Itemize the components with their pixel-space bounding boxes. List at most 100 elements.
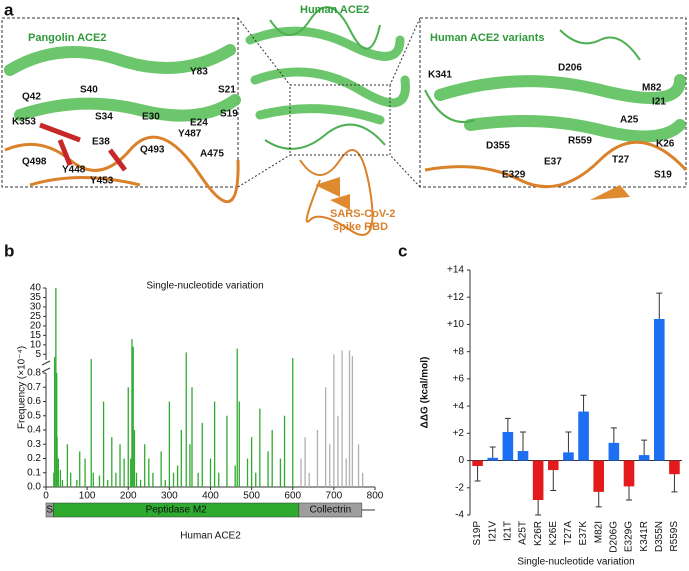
y-tick-label: -4 <box>455 510 464 521</box>
x-axis-label: Single-nucleotide variation <box>517 557 634 568</box>
error-bar <box>504 417 511 432</box>
x-tick-label: 400 <box>202 491 219 502</box>
error-bar <box>671 474 678 493</box>
x-tick-label: M82I <box>593 521 604 543</box>
residue-label: E30 <box>142 112 160 123</box>
bar <box>638 455 650 461</box>
y-tick-label: 10 <box>30 339 42 350</box>
residue-label: Y487 <box>178 129 202 140</box>
error-bar <box>580 394 587 412</box>
panel-title: SARS-CoV-2 <box>330 208 395 220</box>
y-tick-label: 0.5 <box>27 410 41 421</box>
residue-label: S34 <box>95 112 113 123</box>
panel-title: Pangolin ACE2 <box>28 32 106 44</box>
bar <box>653 319 665 461</box>
domain-label: Peptidase M2 <box>146 505 208 516</box>
x-tick-label: R559S <box>669 521 680 552</box>
x-tick-label: 300 <box>161 491 178 502</box>
residue-label: D206 <box>558 63 582 74</box>
x-tick-label: I21V <box>487 521 498 542</box>
y-tick-label: 0.8 <box>27 368 41 379</box>
y-tick-label: 35 <box>30 292 42 303</box>
panel-letter: c <box>398 241 407 260</box>
bar <box>578 411 589 461</box>
residue-label: K341 <box>428 70 452 81</box>
residue-label: S19 <box>220 109 238 120</box>
residue-label: R559 <box>568 136 592 147</box>
x-tick-label: 500 <box>243 491 260 502</box>
domain <box>298 502 363 518</box>
x-tick-label: E37K <box>578 521 589 546</box>
structure-left <box>1 17 241 204</box>
residue-label: Q493 <box>140 145 165 156</box>
residue-label: M82 <box>642 83 662 94</box>
x-tick-label: A25T <box>518 521 529 545</box>
y-tick-label: 0.2 <box>27 453 41 464</box>
y-tick-label: +2 <box>453 428 465 439</box>
y-tick-label: 0.6 <box>27 396 41 407</box>
y-tick-label: 25 <box>30 311 42 322</box>
residue-label: K26 <box>656 139 675 150</box>
error-bar <box>565 431 572 453</box>
structure-middle <box>237 6 421 236</box>
residue-label: A25 <box>620 115 639 126</box>
x-tick-label: D206G <box>608 521 619 553</box>
residue-label: D355 <box>486 141 510 152</box>
error-bar <box>595 491 602 508</box>
y-tick-label: 30 <box>30 302 42 313</box>
residue-label: E37 <box>544 157 562 168</box>
residue-label: S21 <box>218 85 236 96</box>
x-tick-label: 800 <box>367 491 384 502</box>
x-tick-label: I21T <box>502 521 513 541</box>
error-bar <box>626 486 632 501</box>
y-tick-label: 0.3 <box>27 439 41 450</box>
x-tick-label: T27A <box>563 521 574 545</box>
x-tick-label: K26E <box>548 521 559 546</box>
residue-label: A475 <box>200 149 224 160</box>
residue-label: Q498 <box>22 157 47 168</box>
y-tick-label: 40 <box>30 283 42 294</box>
panel-title: spike RBD <box>333 221 388 233</box>
error-bar <box>656 292 663 319</box>
y-tick-label: +8 <box>453 346 465 357</box>
y-tick-label: 5 <box>35 349 41 360</box>
error-bar <box>520 431 526 452</box>
x-tick-label: 200 <box>120 491 137 502</box>
y-axis-label: ΔΔG (kcal/mol) <box>420 357 431 429</box>
bar <box>532 460 544 501</box>
residue-label: E329 <box>502 170 526 181</box>
domain-label: S <box>46 505 53 516</box>
y-tick-label: +14 <box>447 265 464 276</box>
residue-label: T27 <box>612 155 630 166</box>
error-bar <box>535 500 542 516</box>
bar <box>502 431 514 461</box>
panel-letter: b <box>4 241 14 260</box>
error-bar <box>641 439 648 456</box>
x-tick-label: K26R <box>533 521 544 546</box>
y-tick-label: 0.0 <box>27 482 41 493</box>
error-bar <box>474 466 481 482</box>
residue-label: K353 <box>12 117 36 128</box>
y-tick-label: 20 <box>30 321 42 332</box>
y-tick-label: +4 <box>453 401 465 412</box>
bar <box>593 460 605 492</box>
bar <box>547 460 559 471</box>
chart-b: Single-nucleotide variation 0.0 0.1 0.2 0.3 0… <box>17 281 384 542</box>
domain-label: Collectrin <box>310 505 352 516</box>
residue-label: I21 <box>652 97 666 108</box>
chart-title: Single-nucleotide variation <box>146 281 263 292</box>
panel-title: Human ACE2 variants <box>430 32 545 44</box>
y-tick-label: 15 <box>30 330 42 341</box>
y-tick-label: -2 <box>455 482 464 493</box>
bar <box>623 460 635 487</box>
residue-label: E38 <box>92 137 110 148</box>
panel-letter: a <box>4 0 14 19</box>
bar <box>472 460 483 466</box>
x-tick-label: 100 <box>79 491 96 502</box>
chart-c: -4 -2 0 +2 +4 +6 +8 +10 +12 +14 S19P I21V I21T A25T K2… <box>420 265 682 568</box>
y-tick-label: +12 <box>447 292 464 303</box>
residue-label: Q42 <box>22 92 41 103</box>
panel-title: Human ACE2 <box>300 4 369 16</box>
y-tick-label: 0.4 <box>27 425 41 436</box>
